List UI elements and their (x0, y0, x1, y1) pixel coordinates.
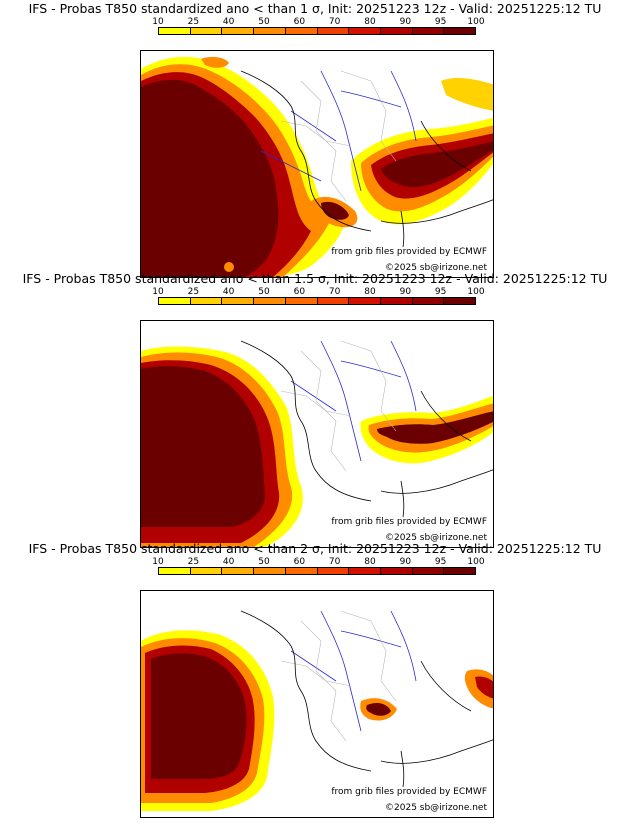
coastlines (240, 340, 493, 518)
admin-borders (280, 340, 397, 472)
scale-swatch (349, 298, 381, 304)
map-canvas (141, 56, 493, 277)
map-canvas (141, 340, 493, 547)
scale-swatch (444, 28, 476, 34)
scale-swatch (412, 28, 445, 34)
data-source: from grib files provided by ECMWF (331, 517, 487, 527)
scale-swatch (222, 298, 255, 304)
scale-labels: 10 25 40 50 60 70 80 90 95 100 (152, 287, 484, 297)
scale-bar (158, 27, 476, 35)
scale-label: 80 (364, 17, 376, 27)
scale-label: 10 (152, 17, 164, 27)
copyright: ©2025 sb@irizone.net (385, 803, 487, 813)
scale-label: 70 (328, 17, 341, 27)
scale-label: 90 (399, 557, 412, 567)
scale-swatch (254, 568, 286, 574)
scale-label: 60 (293, 557, 306, 567)
scale-labels: 10 25 40 50 60 70 80 90 95 100 (152, 557, 484, 567)
scale-label: 100 (467, 557, 485, 567)
scale-swatch (190, 298, 223, 304)
scale-label: 40 (222, 287, 235, 297)
scale-bar (158, 567, 476, 575)
scale-label: 70 (328, 287, 341, 297)
scale-swatch (285, 28, 318, 34)
scale-swatch (412, 568, 445, 574)
scale-swatch (317, 28, 350, 34)
scale-label: 80 (364, 557, 376, 567)
coastlines (240, 70, 493, 248)
scale-label: 95 (434, 557, 447, 567)
scale-bar (158, 297, 476, 305)
scale-label: 100 (467, 17, 485, 27)
admin-borders (280, 610, 397, 742)
scale-swatch (222, 568, 255, 574)
scale-label: 90 (399, 17, 412, 27)
rivers (260, 70, 417, 192)
coastlines (240, 610, 493, 788)
rivers (290, 340, 417, 462)
scale-swatch (380, 298, 413, 304)
scale-label: 80 (364, 287, 376, 297)
scale-label: 100 (467, 287, 485, 297)
rivers (290, 610, 417, 732)
scale-swatch (349, 568, 381, 574)
scale-label: 90 (399, 287, 412, 297)
color-scale: 10 25 40 50 60 70 80 90 95 100 (152, 17, 485, 41)
scale-label: 40 (222, 557, 235, 567)
admin-borders (280, 70, 397, 202)
data-source: from grib files provided by ECMWF (331, 787, 487, 797)
scale-label: 70 (328, 557, 341, 567)
copyright: ©2025 sb@irizone.net (385, 533, 487, 543)
panel-title: IFS - Probas T850 standardized ano < tha… (28, 541, 602, 556)
scale-swatch (285, 298, 318, 304)
scale-label: 50 (258, 287, 270, 297)
scale-swatch (412, 298, 445, 304)
scale-label: 40 (222, 17, 235, 27)
scale-swatch (159, 568, 191, 574)
scale-label: 50 (258, 17, 270, 27)
scale-swatch (317, 298, 350, 304)
map-canvas (141, 610, 493, 811)
panel-title: IFS - Probas T850 standardized ano < tha… (22, 271, 608, 286)
scale-swatch (190, 568, 223, 574)
color-scale: 10 25 40 50 60 70 80 90 95 100 (152, 287, 485, 311)
scale-label: 60 (293, 287, 306, 297)
probability-field (141, 630, 493, 811)
scale-swatch (254, 298, 286, 304)
probability-field (141, 346, 493, 547)
scale-label: 25 (187, 557, 200, 567)
probability-map: from grib files provided by ECMWF ©2025 … (140, 50, 494, 278)
scale-label: 10 (152, 287, 164, 297)
scale-labels: 10 25 40 50 60 70 80 90 95 100 (152, 17, 484, 27)
scale-label: 60 (293, 17, 306, 27)
scale-swatch (222, 28, 255, 34)
scale-swatch (380, 28, 413, 34)
scale-label: 50 (258, 557, 270, 567)
copyright: ©2025 sb@irizone.net (385, 263, 487, 273)
panel-2: IFS - Probas T850 standardized ano < tha… (0, 270, 630, 548)
color-scale: 10 25 40 50 60 70 80 90 95 100 (152, 557, 485, 581)
scale-label: 25 (187, 287, 200, 297)
scale-label: 95 (434, 287, 447, 297)
scale-swatch (317, 568, 350, 574)
scale-swatch (159, 28, 191, 34)
scale-swatch (380, 568, 413, 574)
scale-swatch (349, 28, 381, 34)
scale-label: 25 (187, 17, 200, 27)
scale-label: 10 (152, 557, 164, 567)
panel-1: IFS - Probas T850 standardized ano < tha… (0, 0, 630, 278)
scale-swatch (444, 298, 476, 304)
scale-swatch (285, 568, 318, 574)
probability-map: from grib files provided by ECMWF ©2025 … (140, 320, 494, 548)
scale-swatch (190, 28, 223, 34)
scale-label: 95 (434, 17, 447, 27)
panel-3: IFS - Probas T850 standardized ano < tha… (0, 540, 630, 818)
scale-swatch (444, 568, 476, 574)
scale-swatch (159, 298, 191, 304)
scale-swatch (254, 28, 286, 34)
probability-map: from grib files provided by ECMWF ©2025 … (140, 590, 494, 818)
data-source: from grib files provided by ECMWF (331, 247, 487, 257)
probability-field (141, 56, 493, 277)
panel-title: IFS - Probas T850 standardized ano < tha… (28, 1, 602, 16)
